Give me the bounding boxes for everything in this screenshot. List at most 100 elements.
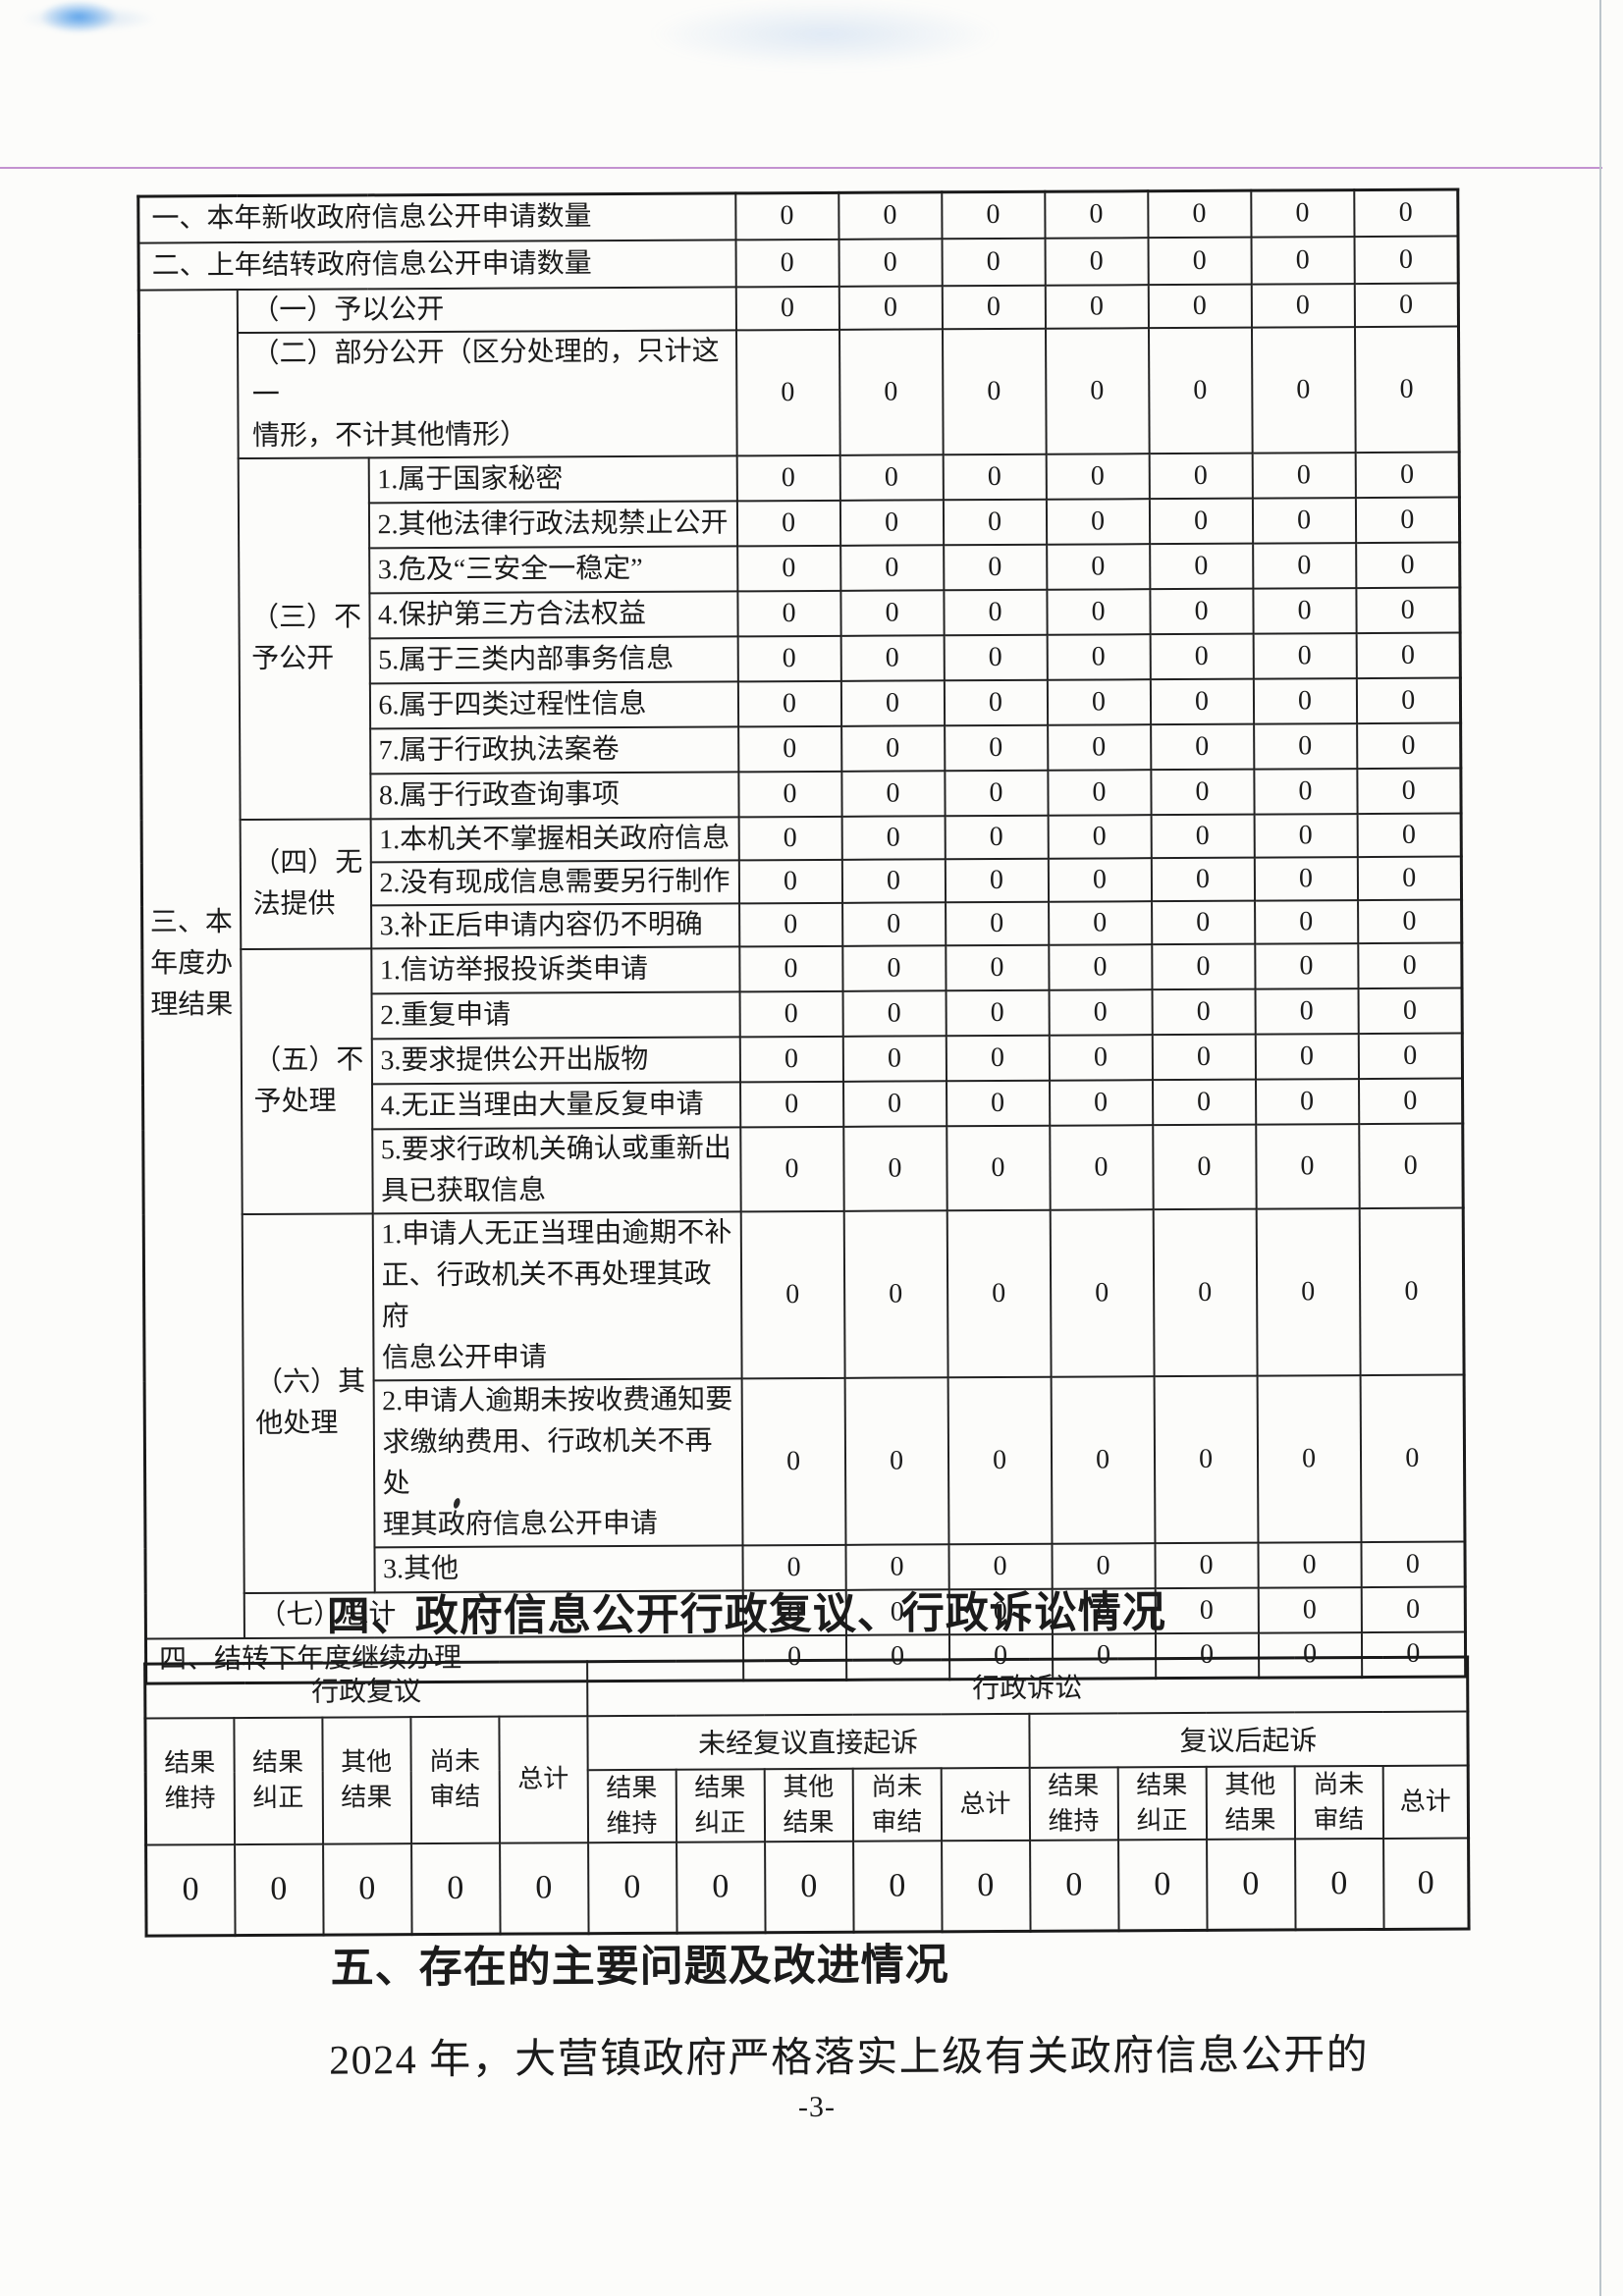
value-cell: 0 xyxy=(1151,900,1255,944)
column-header: 其他 结果 xyxy=(764,1768,853,1842)
value-cell: 0 xyxy=(1252,542,1356,589)
value-cell: 0 xyxy=(1117,1839,1208,1931)
value-cell: 0 xyxy=(1358,988,1463,1034)
value-cell: 0 xyxy=(1253,677,1357,724)
item-label: 5.属于三类内部事务信息 xyxy=(369,635,738,683)
value-cell: 0 xyxy=(739,990,843,1037)
value-cell: 0 xyxy=(1356,632,1461,678)
value-cell: 0 xyxy=(840,679,945,726)
item-label: 3.补正后申请内容仍不明确 xyxy=(370,902,739,948)
value-cell: 0 xyxy=(1046,543,1150,590)
value-cell: 0 xyxy=(1046,453,1150,500)
value-cell: 0 xyxy=(737,725,841,772)
value-cell: 0 xyxy=(1358,1078,1463,1124)
column-header: 结果 纠正 xyxy=(1117,1766,1207,1840)
value-cell: 0 xyxy=(741,1377,845,1545)
value-cell: 0 xyxy=(840,770,946,817)
value-cell: 0 xyxy=(841,815,946,860)
value-cell: 0 xyxy=(1252,587,1357,634)
value-cell: 0 xyxy=(736,500,840,546)
value-cell: 0 xyxy=(1257,1374,1361,1543)
value-cell: 0 xyxy=(943,544,1047,590)
row-label: 二、上年结转政府信息公开申请数量 xyxy=(138,239,736,291)
value-cell: 0 xyxy=(1357,813,1462,857)
row-label: 一、本年新收政府信息公开申请数量 xyxy=(137,192,736,243)
value-cell: 0 xyxy=(1149,588,1254,634)
value-cell: 0 xyxy=(739,1126,844,1211)
value-cell: 0 xyxy=(1048,900,1152,945)
value-cell: 0 xyxy=(1354,326,1460,453)
value-cell: 0 xyxy=(1252,452,1356,499)
value-cell: 0 xyxy=(1153,1208,1258,1376)
value-cell: 0 xyxy=(944,724,1048,771)
value-cell: 0 xyxy=(1254,856,1358,901)
value-cell: 0 xyxy=(1255,1078,1359,1125)
value-cell: 0 xyxy=(1358,1123,1464,1208)
column-header: 结果 维持 xyxy=(144,1717,235,1845)
value-cell: 0 xyxy=(1254,813,1358,858)
review-group-header: 行政复议 xyxy=(144,1661,587,1719)
value-cell: 0 xyxy=(1253,768,1358,815)
value-cell: 0 xyxy=(839,589,945,636)
value-cell: 0 xyxy=(1152,1124,1257,1209)
value-cell: 0 xyxy=(1257,1541,1362,1588)
value-cell: 0 xyxy=(1046,498,1150,545)
value-cell: 0 xyxy=(587,1842,677,1934)
value-cell: 0 xyxy=(947,1209,1052,1377)
value-cell: 0 xyxy=(1150,633,1254,679)
value-cell: 0 xyxy=(842,1080,947,1127)
value-cell: 0 xyxy=(1255,988,1359,1035)
item-label: 2.其他法律行政法规禁止公开 xyxy=(368,500,737,548)
value-cell: 0 xyxy=(1360,1541,1466,1587)
value-cell: 0 xyxy=(1046,588,1151,635)
value-cell: 0 xyxy=(1155,1587,1259,1633)
item-label: 1.申请人无正当理由逾期不补 正、行政机关不再处理其政府 信息公开申请 xyxy=(372,1210,742,1380)
value-cell: 0 xyxy=(738,902,842,946)
value-cell: 0 xyxy=(945,858,1049,902)
item-label: 2.没有现成信息需要另行制作 xyxy=(370,859,739,905)
value-cell: 0 xyxy=(946,989,1050,1036)
value-cell: 0 xyxy=(1149,498,1253,544)
value-cell: 0 xyxy=(735,329,840,455)
value-cell: 0 xyxy=(839,328,944,455)
value-cell: 0 xyxy=(942,238,1046,286)
value-cell: 0 xyxy=(841,944,947,991)
value-cell: 0 xyxy=(1252,497,1356,544)
value-cell: 0 xyxy=(946,1080,1050,1126)
value-cell: 0 xyxy=(737,680,841,726)
value-cell: 0 xyxy=(944,770,1049,816)
column-header: 结果 纠正 xyxy=(676,1768,765,1842)
column-header: 尚未 审结 xyxy=(409,1716,500,1843)
value-cell: 0 xyxy=(322,1842,412,1936)
value-cell: 0 xyxy=(736,545,840,591)
value-cell: 0 xyxy=(1355,542,1460,588)
value-cell: 0 xyxy=(946,1125,1051,1210)
value-cell: 0 xyxy=(145,1843,236,1937)
value-cell: 0 xyxy=(1048,857,1152,902)
value-cell: 0 xyxy=(1357,942,1463,988)
column-header: 总计 xyxy=(941,1767,1030,1841)
value-cell: 0 xyxy=(234,1843,324,1936)
column-header: 总计 xyxy=(498,1715,588,1843)
column-header: 结果 维持 xyxy=(1029,1766,1118,1841)
item-label: 3.危及“三安全一稳定” xyxy=(368,545,737,593)
after-review-suit-subheader: 复议后起诉 xyxy=(1028,1711,1469,1768)
value-cell: 0 xyxy=(1047,723,1151,771)
value-cell: 0 xyxy=(840,634,945,681)
value-cell: 0 xyxy=(943,454,1047,500)
column-header: 尚未 审结 xyxy=(852,1767,942,1842)
value-cell: 0 xyxy=(1154,1542,1259,1588)
value-cell: 0 xyxy=(842,1035,947,1082)
value-cell: 0 xyxy=(1354,236,1459,284)
value-cell: 0 xyxy=(1356,677,1461,723)
row-label: （二）部分公开（区分处理的，只计这一 情形，不计其他情形） xyxy=(237,329,737,458)
value-cell: 0 xyxy=(1253,722,1357,770)
litigation-group-header: 行政诉讼 xyxy=(586,1657,1469,1716)
value-cell: 0 xyxy=(942,328,1047,454)
value-cell: 0 xyxy=(947,1376,1052,1544)
value-cell: 0 xyxy=(1047,678,1151,725)
column-header: 结果 维持 xyxy=(587,1769,676,1842)
value-cell: 0 xyxy=(1356,768,1462,814)
item-label: 3.要求提供公开出版物 xyxy=(371,1036,740,1084)
section-4-heading: 四、政府信息公开行政复议、行政诉讼情况 xyxy=(326,1588,1166,1641)
